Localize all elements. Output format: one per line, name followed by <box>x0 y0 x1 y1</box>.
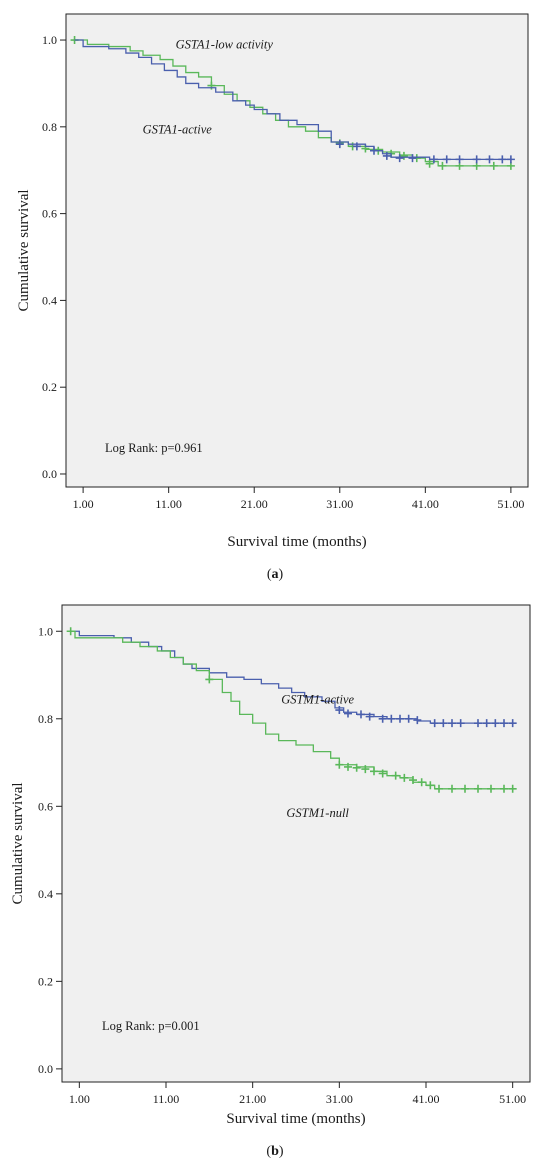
censor-mark <box>404 714 413 723</box>
censor-mark <box>391 771 400 780</box>
censor-mark <box>461 784 469 793</box>
series-label: GSTM1-null <box>286 806 349 820</box>
censor-mark <box>370 146 378 155</box>
y-tick-label: 1.0 <box>42 33 57 47</box>
censor-mark <box>378 769 387 778</box>
x-tick-label: 51.00 <box>497 497 524 511</box>
y-tick-label: 0.0 <box>42 467 57 481</box>
y-tick-label: 0.8 <box>38 712 53 726</box>
censor-mark <box>409 776 417 785</box>
censor-mark <box>396 714 404 723</box>
censor-mark <box>395 154 404 163</box>
censor-mark <box>508 719 517 728</box>
censor-mark <box>400 773 409 782</box>
censor-mark <box>448 784 456 793</box>
x-tick-label: 41.00 <box>413 1092 440 1106</box>
censor-mark <box>487 784 495 793</box>
y-tick-label: 0.0 <box>38 1062 53 1076</box>
y-tick-label: 1.0 <box>38 624 53 638</box>
x-tick-label: 41.00 <box>412 497 439 511</box>
x-tick-label: 21.00 <box>239 1092 266 1106</box>
censor-mark <box>408 154 417 163</box>
censor-mark <box>485 155 494 164</box>
censor-mark <box>474 719 482 728</box>
censor-mark <box>500 719 508 728</box>
x-tick-label: 1.00 <box>73 497 94 511</box>
plot-area <box>65 13 529 488</box>
y-tick-label: 0.2 <box>42 380 57 394</box>
censor-mark <box>335 706 344 715</box>
censor-mark <box>429 155 438 164</box>
censor-mark <box>425 159 434 168</box>
series-label: GSTA1-active <box>143 122 213 136</box>
y-axis-label: Cumulative survival <box>10 782 26 904</box>
censor-mark <box>413 716 422 725</box>
y-tick-label: 0.2 <box>38 974 53 988</box>
log-rank-annotation: Log Rank: p=0.961 <box>105 441 203 455</box>
censor-mark <box>474 784 482 793</box>
series-label: GSTA1-low activity <box>176 38 274 52</box>
series-label: GSTM1-active <box>281 692 354 706</box>
x-tick-label: 51.00 <box>499 1092 526 1106</box>
censor-mark <box>352 142 361 151</box>
panel-label: (b) <box>266 1144 283 1159</box>
censor-mark <box>352 763 361 772</box>
censor-mark <box>482 719 491 728</box>
x-tick-label: 31.00 <box>326 497 353 511</box>
censor-mark <box>426 781 435 790</box>
y-tick-label: 0.4 <box>42 293 57 307</box>
censor-mark <box>417 778 426 787</box>
censor-mark <box>382 151 391 160</box>
y-tick-label: 0.6 <box>38 799 53 813</box>
x-tick-label: 11.00 <box>155 497 182 511</box>
x-tick-label: 31.00 <box>326 1092 353 1106</box>
censor-mark <box>344 709 352 718</box>
censor-mark <box>448 719 456 728</box>
censor-mark <box>335 140 344 149</box>
censor-mark <box>205 675 214 684</box>
censor-mark <box>365 712 374 721</box>
x-tick-label: 1.00 <box>69 1092 90 1106</box>
censor-mark <box>344 762 352 771</box>
y-tick-label: 0.6 <box>42 207 57 221</box>
censor-mark <box>387 714 396 723</box>
y-axis-label: Cumulative survival <box>16 189 32 311</box>
censor-mark <box>455 155 464 164</box>
log-rank-annotation: Log Rank: p=0.001 <box>102 1019 200 1033</box>
x-tick-label: 11.00 <box>153 1092 180 1106</box>
x-tick-label: 21.00 <box>241 497 268 511</box>
censor-mark <box>430 719 439 728</box>
censor-mark <box>357 710 365 719</box>
censor-mark <box>489 161 498 170</box>
censor-mark <box>500 784 508 793</box>
x-axis-label: Survival time (months) <box>227 534 366 550</box>
censor-mark <box>508 784 517 793</box>
censor-mark <box>439 719 448 728</box>
censor-mark <box>335 760 344 769</box>
censor-mark <box>442 155 451 164</box>
censor-mark <box>399 151 408 160</box>
y-tick-label: 0.8 <box>42 120 57 134</box>
panel-label: (a) <box>267 567 284 582</box>
censor-mark <box>435 784 443 793</box>
censor-mark <box>438 161 447 170</box>
chart-panel-1: 0.0 0.2 0.4 0.6 0.8 1.0 1.00 11.00 21.00 31.00 41.… <box>16 13 529 582</box>
censor-mark <box>66 627 75 636</box>
x-axis-label: Survival time (months) <box>226 1111 365 1127</box>
y-tick-label: 0.4 <box>38 887 53 901</box>
censor-mark <box>361 765 370 774</box>
censor-mark <box>506 155 515 164</box>
censor-mark <box>498 155 507 164</box>
plot-area <box>61 604 531 1083</box>
censor-mark <box>491 719 500 728</box>
censor-mark <box>456 719 465 728</box>
censor-mark <box>472 155 481 164</box>
series-line-2 <box>74 39 511 161</box>
series-line-1 <box>70 630 513 724</box>
censor-mark <box>378 714 387 723</box>
chart-panel-2: 0.0 0.2 0.4 0.6 0.8 1.0 1.00 11.00 21.00 31.00 41.… <box>10 604 531 1159</box>
censor-mark <box>370 767 378 776</box>
